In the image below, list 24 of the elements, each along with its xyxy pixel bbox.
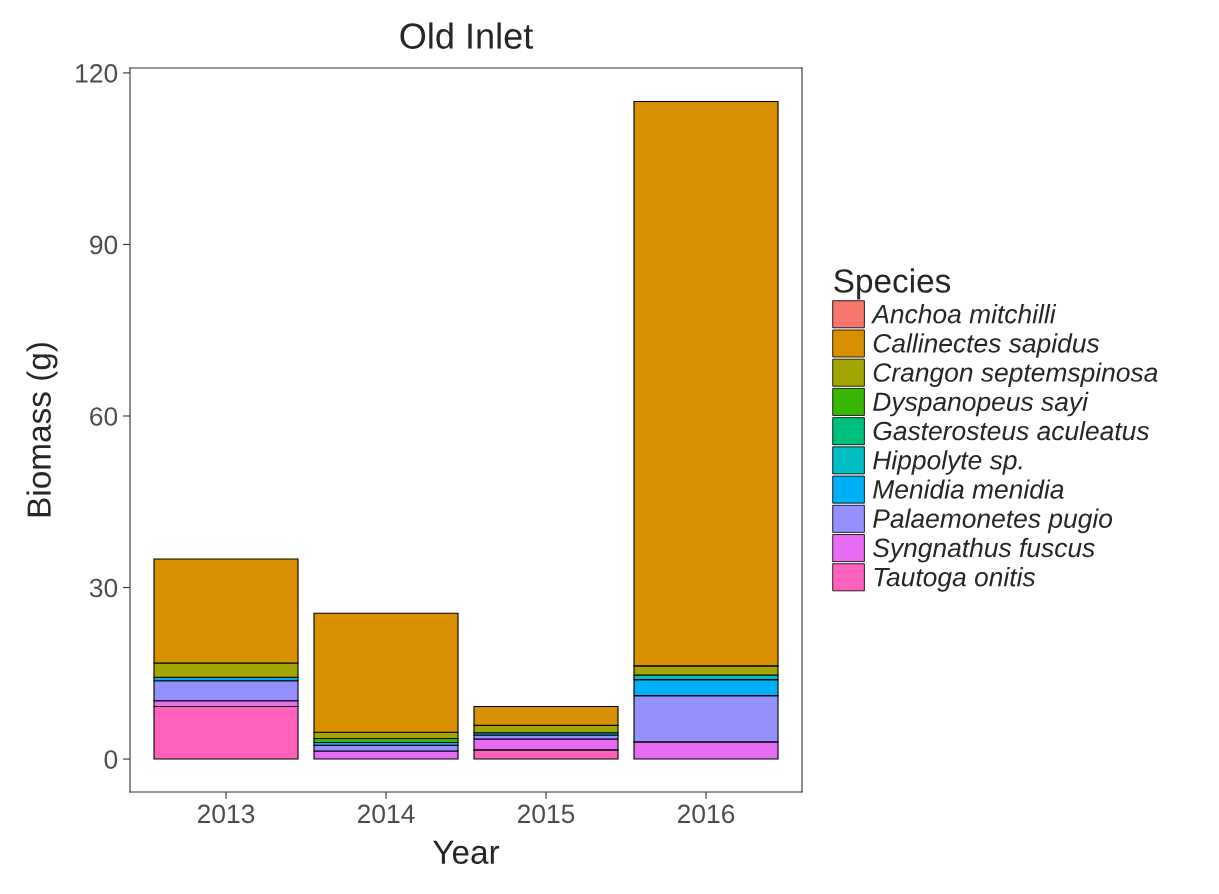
bar xyxy=(153,705,299,760)
legend-label: Anchoa mitchilli xyxy=(871,304,1057,324)
x-tick-label: 2016 xyxy=(677,804,735,824)
y-tick-label: 30 xyxy=(89,578,118,598)
y-tick-label: 120 xyxy=(76,64,118,83)
x-tick-label: 2015 xyxy=(517,804,575,824)
legend-label: Syngnathus fuscus xyxy=(873,537,1095,563)
legend-label: Menidia menidia xyxy=(873,479,1064,499)
y-axis-title: Biomass (g) xyxy=(26,343,58,517)
x-tick-label: 2014 xyxy=(357,804,415,824)
y-tick-label: 90 xyxy=(90,235,118,255)
legend-label: Tautoga onitis xyxy=(874,567,1036,592)
legend-label: Palaemonetes pugio xyxy=(873,508,1113,534)
chart-title: Old Inlet xyxy=(400,22,533,49)
legend-label: Dyspanopeus sayi xyxy=(873,391,1089,417)
legend-label: Hippolyte sp. xyxy=(873,450,1022,475)
legend-label: Gasterosteus aculeatus xyxy=(873,420,1149,441)
legend-label: Crangon septemspinosa xyxy=(873,362,1158,388)
y-tick-label: 0 xyxy=(104,750,118,769)
legend-label: Callinectes sapidus xyxy=(873,333,1100,358)
y-tick-label: 60 xyxy=(90,407,118,426)
x-axis-title: Year xyxy=(433,840,500,864)
x-tick-label: 2013 xyxy=(197,804,255,824)
legend-title: Species xyxy=(834,268,951,300)
